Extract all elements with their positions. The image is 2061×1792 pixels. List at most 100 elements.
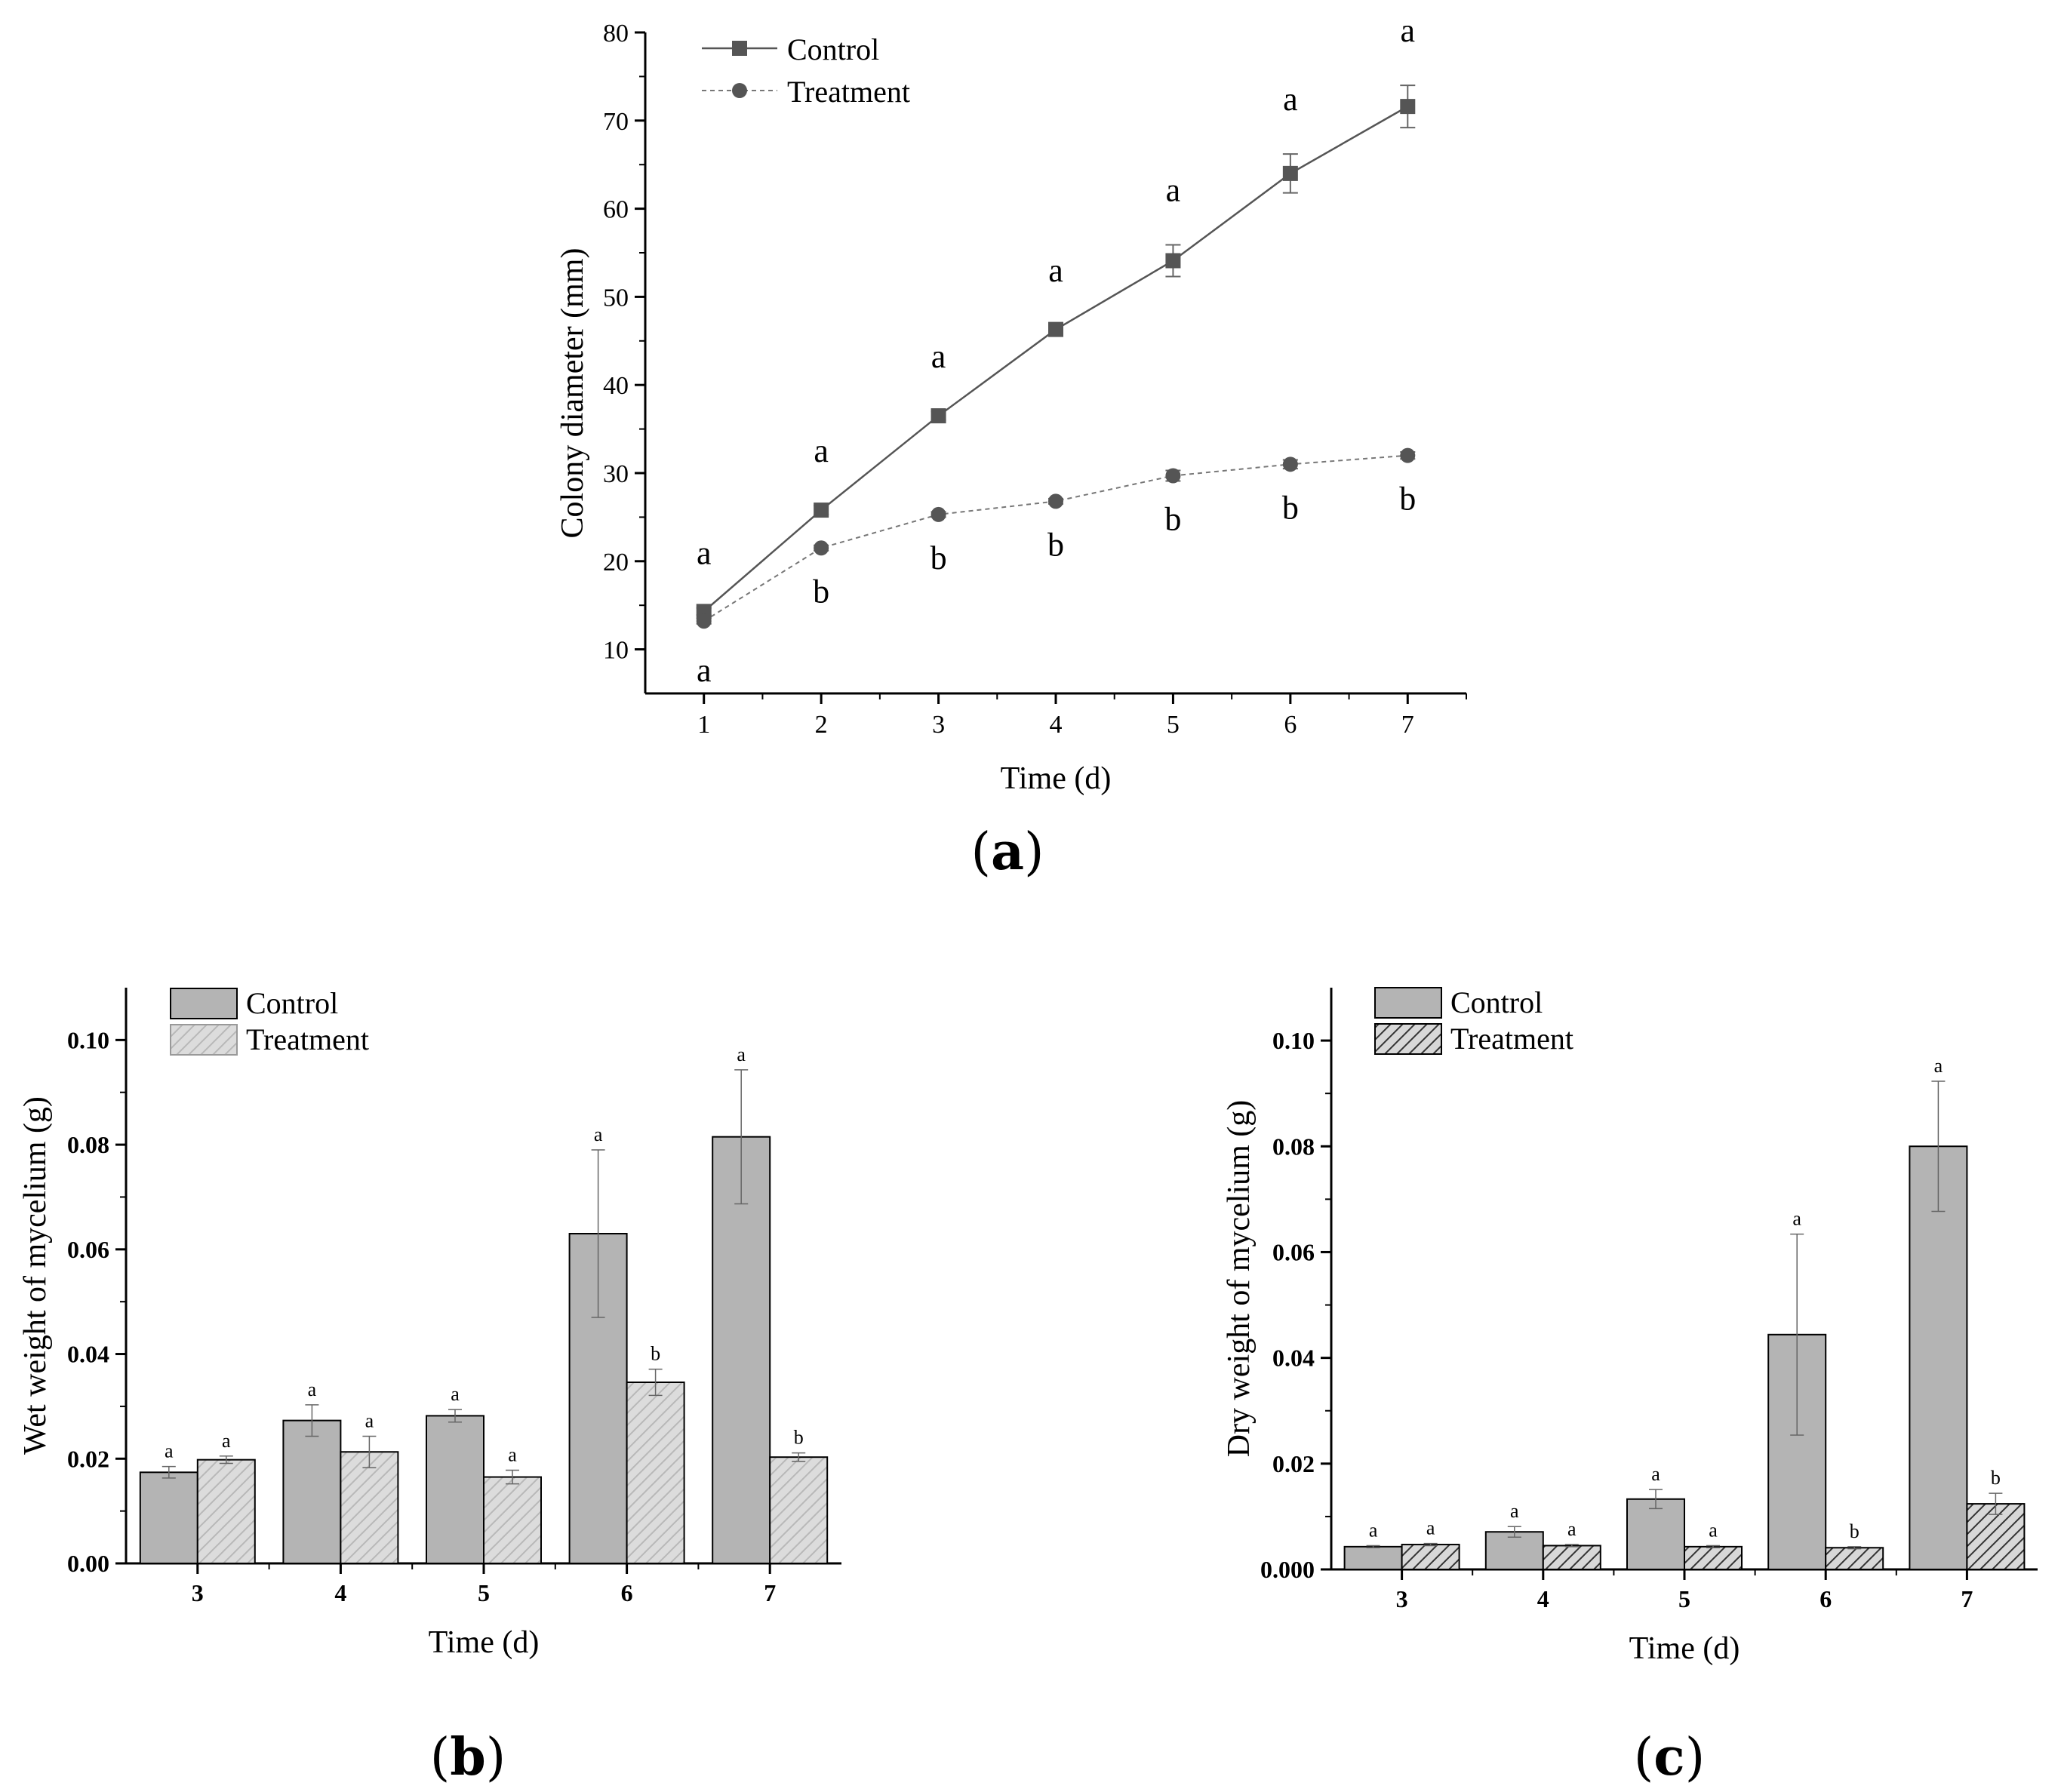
control-bar: [282, 1419, 342, 1565]
treatment-marker: [931, 506, 946, 522]
x-tick-label: 3: [192, 1579, 204, 1606]
control-marker: [1282, 165, 1298, 181]
x-tick-label: 5: [478, 1579, 490, 1606]
control-sig-letter: a: [1792, 1208, 1801, 1230]
control-sig-letter: a: [697, 535, 712, 572]
y-axis-title: Dry weight of mycelium (g): [1222, 1100, 1257, 1458]
y-axis-title: Colony diameter (mm): [555, 248, 590, 539]
y-tick-label: 0.02: [1272, 1450, 1315, 1477]
control-sig-letter: a: [165, 1440, 174, 1462]
control-sig-letter: a: [308, 1379, 317, 1400]
x-tick-label: 6: [1820, 1585, 1832, 1612]
x-tick-label: 2: [815, 711, 828, 739]
chart-wet-weight: 0.00 0.02 0.04 0.06 0.08 0.10 3 4 5 6 7 a a a a a a a a b b T…: [18, 986, 841, 1660]
control-sig-letter: a: [451, 1383, 460, 1405]
treatment-marker: [814, 540, 829, 556]
control-sig-letter: a: [931, 338, 946, 375]
treatment-marker: [696, 613, 712, 629]
control-sig-letter: a: [1401, 12, 1416, 49]
treatment-sig-letter: b: [1991, 1467, 2001, 1489]
control-bar: [712, 1136, 771, 1565]
treatment-sig-letter: b: [813, 573, 829, 610]
panel-label-a: (a): [971, 822, 1044, 882]
x-tick-label: 7: [1961, 1585, 1973, 1612]
legend-treatment-label: Treatment: [787, 75, 910, 109]
y-tick-label: 0.06: [67, 1236, 109, 1263]
chart-dry-weight: 0.000 0.02 0.04 0.06 0.08 0.10 3 4 5 6 7 a a a a a a a a b b…: [1222, 985, 2038, 1666]
y-tick-label: 0.00: [67, 1550, 109, 1577]
y-tick-label: 80: [603, 20, 629, 48]
treatment-sig-letter: b: [651, 1343, 660, 1365]
treatment-bar: [1825, 1547, 1884, 1570]
control-sig-letter: a: [1166, 171, 1181, 208]
y-tick-label: 50: [603, 284, 629, 312]
treatment-sig-letter: b: [1399, 481, 1416, 518]
panel-label-c: (c): [1634, 1727, 1705, 1787]
y-tick-label: 0.02: [67, 1445, 109, 1472]
x-tick-label: 5: [1167, 711, 1180, 739]
legend-control-marker: [732, 41, 747, 56]
treatment-bar: [483, 1476, 542, 1565]
legend-treatment-marker: [732, 83, 747, 98]
y-tick-label: 0.06: [1272, 1238, 1315, 1265]
x-tick-label: 3: [1396, 1585, 1408, 1612]
treatment-bar: [769, 1456, 829, 1564]
control-sig-letter: a: [737, 1044, 746, 1065]
control-sig-letter: a: [1651, 1463, 1660, 1485]
y-tick-label: 60: [603, 196, 629, 224]
treatment-sig-letter: b: [931, 539, 947, 576]
control-marker: [1048, 321, 1063, 337]
treatment-bar: [1401, 1544, 1460, 1570]
x-tick-label: 3: [932, 711, 945, 739]
x-tick-label: 4: [334, 1579, 346, 1606]
chart-colony-diameter: 10 20 30 40 50 60 70 80 1 2 3 4 5 6 7 Time (d) Colony di…: [555, 12, 1467, 796]
control-bar: [1343, 1545, 1403, 1570]
treatment-sig-letter: b: [1850, 1520, 1860, 1542]
y-tick-label: 0.08: [67, 1131, 109, 1158]
y-tick-label: 0.10: [67, 1026, 109, 1053]
x-tick-label: 7: [764, 1579, 776, 1606]
control-bar: [139, 1471, 198, 1564]
control-bar: [1626, 1498, 1685, 1570]
treatment-sig-letter: b: [1282, 489, 1299, 526]
treatment-bar: [626, 1382, 685, 1565]
x-axis-title: Time (d): [1001, 761, 1112, 796]
treatment-sig-letter: b: [1164, 501, 1181, 538]
y-axis-title: Wet weight of mycelium (g): [18, 1096, 53, 1455]
panel-label-b: (b): [430, 1727, 506, 1787]
control-sig-letter: a: [594, 1123, 603, 1145]
treatment-bar: [196, 1458, 256, 1565]
y-tick-label: 0.10: [1272, 1027, 1315, 1054]
treatment-sig-letter: b: [794, 1427, 804, 1449]
x-axis-title: Time (d): [1629, 1631, 1740, 1666]
legend-treatment-label: Treatment: [1450, 1022, 1573, 1056]
control-marker: [814, 503, 829, 518]
treatment-bar: [1542, 1545, 1601, 1570]
x-tick-label: 5: [1678, 1585, 1690, 1612]
control-sig-letter: a: [1283, 81, 1298, 118]
control-sig-letter: a: [1510, 1500, 1519, 1522]
y-tick-label: 0.04: [1272, 1345, 1315, 1372]
y-tick-label: 70: [603, 108, 629, 136]
x-axis-title: Time (d): [429, 1625, 540, 1660]
legend-treatment-label: Treatment: [246, 1022, 369, 1056]
treatment-marker: [1282, 456, 1298, 472]
control-sig-letter: a: [1934, 1055, 1943, 1077]
treatment-bar: [340, 1451, 399, 1565]
x-tick-label: 6: [1284, 711, 1297, 739]
treatment-sig-letter: a: [1567, 1518, 1577, 1540]
treatment-sig-letter: a: [697, 652, 712, 689]
treatment-sig-letter: b: [1047, 526, 1064, 563]
control-sig-letter: a: [1048, 252, 1063, 289]
legend-control-label: Control: [787, 32, 879, 66]
y-tick-label: 10: [603, 637, 629, 665]
treatment-marker: [1165, 468, 1181, 484]
y-tick-label: 30: [603, 460, 629, 488]
control-marker: [1165, 253, 1181, 269]
treatment-sig-letter: a: [1709, 1519, 1718, 1541]
treatment-sig-letter: a: [508, 1444, 517, 1466]
x-tick-label: 4: [1050, 711, 1063, 739]
control-marker: [931, 408, 946, 424]
